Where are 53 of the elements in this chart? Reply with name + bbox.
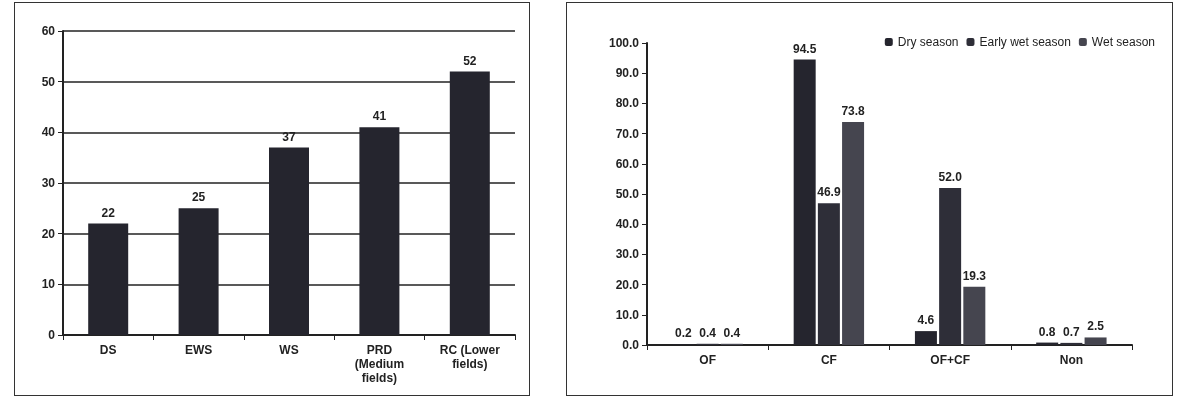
data-label: 94.5: [793, 41, 817, 56]
y-tick-label: 40: [41, 125, 56, 140]
data-label: 0.7: [1063, 324, 1081, 339]
y-tick-label: 40.0: [615, 217, 640, 232]
x-tick-label: Non: [1059, 353, 1084, 367]
legend-label: Wet season: [1091, 35, 1156, 49]
y-tick-label: 10: [41, 277, 56, 292]
data-label: 22: [101, 205, 116, 220]
bar: [842, 122, 865, 345]
bar: [939, 187, 962, 345]
legend-label: Early wet season: [979, 35, 1071, 49]
y-tick-label: 0: [48, 328, 56, 342]
x-tick-label: WS: [279, 343, 299, 357]
data-label: 0.4: [723, 325, 741, 340]
data-label: 52: [463, 53, 477, 68]
y-tick-label: 0.0: [622, 338, 640, 352]
y-tick-label: 60: [41, 24, 56, 38]
y-tick-label: 90.0: [615, 66, 640, 81]
y-tick-label: 20: [41, 226, 56, 241]
y-tick-label: 10.0: [615, 307, 640, 322]
x-tick-label: OF+CF: [930, 353, 970, 367]
data-label: 46.9: [817, 185, 841, 200]
y-tick-label: 30.0: [615, 247, 640, 262]
data-label: 19.3: [962, 268, 987, 283]
y-tick-label: 100.0: [608, 36, 640, 50]
data-label: 0.2: [675, 326, 693, 341]
data-label: 52.0: [938, 169, 963, 184]
bar: [1084, 337, 1107, 345]
bar: [817, 203, 840, 345]
data-label: 73.8: [841, 104, 866, 119]
y-tick-label: 60.0: [615, 156, 640, 171]
y-tick-label: 50.0: [615, 187, 640, 201]
x-tick-label: PRD (Medium fields): [354, 343, 405, 385]
data-label: 0.4: [699, 325, 717, 340]
x-tick-label: CF: [820, 353, 837, 367]
legend-label: Dry season: [897, 35, 959, 49]
data-label: 0.8: [1038, 324, 1056, 339]
y-tick-label: 30: [41, 176, 56, 190]
bar: [1060, 342, 1083, 345]
y-tick-label: 50: [41, 74, 56, 89]
bar: [963, 286, 986, 345]
x-tick-label: DS: [99, 343, 117, 357]
y-tick-label: 80.0: [615, 96, 640, 111]
data-label: 41: [372, 109, 387, 124]
data-label: 4.6: [917, 313, 935, 328]
y-tick-label: 20.0: [615, 277, 640, 292]
x-tick-label: RC (Lower fields): [439, 343, 501, 371]
data-label: 37: [282, 129, 296, 144]
x-tick-label: OF: [699, 353, 716, 367]
data-label: 2.5: [1087, 319, 1105, 334]
y-tick-label: 70.0: [615, 126, 640, 141]
x-tick-label: EWS: [184, 343, 213, 357]
data-label: 25: [191, 190, 206, 205]
